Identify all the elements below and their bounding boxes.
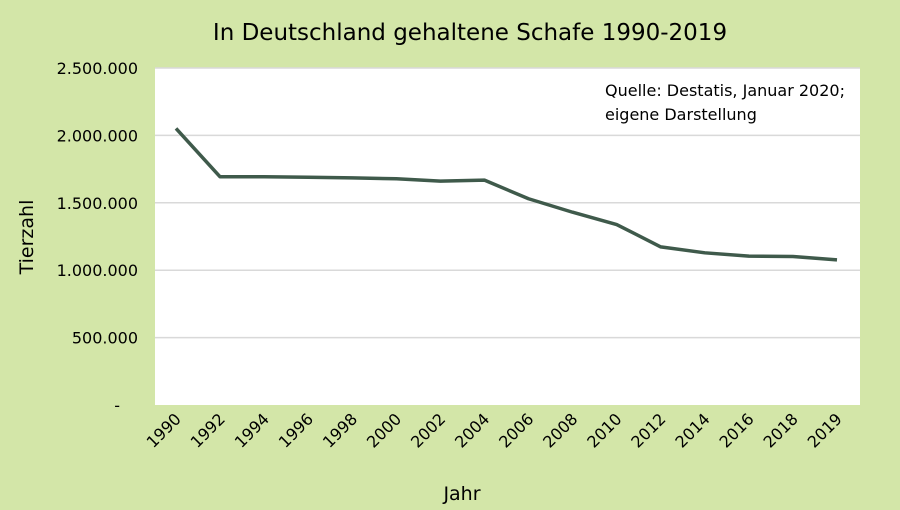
x-tick-label: 2006 <box>495 409 537 451</box>
y-tick-label: 500.000 <box>72 329 138 348</box>
x-tick-label: 2008 <box>539 409 581 451</box>
x-tick-label: 2014 <box>671 409 713 451</box>
y-tick-label: 2.000.000 <box>57 126 138 145</box>
y-tick-label: 2.500.000 <box>57 59 138 78</box>
x-tick-label: 1990 <box>143 409 185 451</box>
x-tick-label: 2019 <box>804 409 846 451</box>
x-tick-label: 1996 <box>275 409 317 451</box>
y-axis-label: Tierzahl <box>16 200 38 276</box>
x-tick-label: 1992 <box>187 409 229 451</box>
y-tick-label: 1.000.000 <box>57 261 138 280</box>
x-tick-label: 2002 <box>407 409 449 451</box>
x-tick-label: 2000 <box>363 409 405 451</box>
y-tick-label: 1.500.000 <box>57 194 138 213</box>
x-axis-label: Jahr <box>442 483 480 505</box>
source-note-line-1: Quelle: Destatis, Januar 2020; <box>605 81 845 100</box>
series-line <box>174 127 838 262</box>
x-tick-label: 2016 <box>715 409 757 451</box>
x-tick-label: 1994 <box>231 409 273 451</box>
x-tick-label: 1998 <box>319 409 361 451</box>
chart-title: In Deutschland gehaltene Schafe 1990-201… <box>213 20 727 46</box>
source-note-line-2: eigene Darstellung <box>605 105 757 124</box>
x-tick-label: 2018 <box>760 409 802 451</box>
y-tick-label: - <box>114 396 120 415</box>
x-tick-label: 2010 <box>583 409 625 451</box>
x-tick-label: 2012 <box>627 409 669 451</box>
x-tick-label: 2004 <box>451 409 493 451</box>
plot-area <box>155 68 860 405</box>
